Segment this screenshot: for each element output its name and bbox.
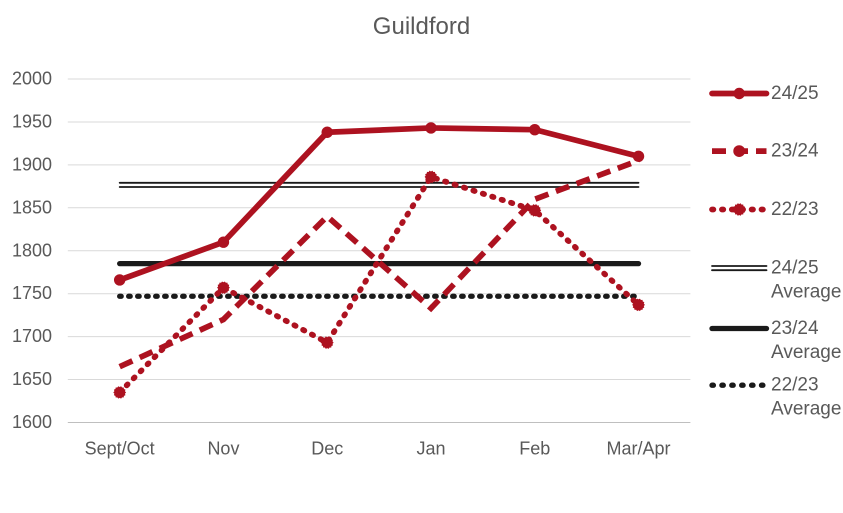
svg-text:22/23: 22/23	[771, 375, 819, 396]
svg-text:Nov: Nov	[207, 439, 239, 459]
svg-text:Average: Average	[771, 281, 841, 302]
svg-text:23/24: 23/24	[771, 141, 819, 162]
svg-text:Mar/Apr: Mar/Apr	[607, 439, 671, 459]
svg-text:1600: 1600	[12, 412, 52, 432]
svg-text:24/25: 24/25	[771, 258, 819, 279]
svg-text:1850: 1850	[12, 197, 52, 217]
svg-text:Dec: Dec	[311, 439, 343, 459]
svg-text:1650: 1650	[12, 369, 52, 389]
svg-text:23/24: 23/24	[771, 318, 819, 339]
svg-text:1800: 1800	[12, 240, 52, 260]
svg-text:1900: 1900	[12, 154, 52, 174]
svg-text:1700: 1700	[12, 326, 52, 346]
svg-text:Average: Average	[771, 399, 841, 420]
svg-text:1950: 1950	[12, 111, 52, 131]
svg-text:Feb: Feb	[519, 439, 550, 459]
svg-text:Jan: Jan	[416, 439, 445, 459]
svg-text:22/23: 22/23	[771, 199, 819, 220]
svg-text:24/25: 24/25	[771, 83, 819, 104]
svg-text:1750: 1750	[12, 283, 52, 303]
svg-text:Sept/Oct: Sept/Oct	[85, 439, 155, 459]
svg-text:2000: 2000	[12, 69, 52, 89]
svg-text:Average: Average	[771, 342, 841, 363]
